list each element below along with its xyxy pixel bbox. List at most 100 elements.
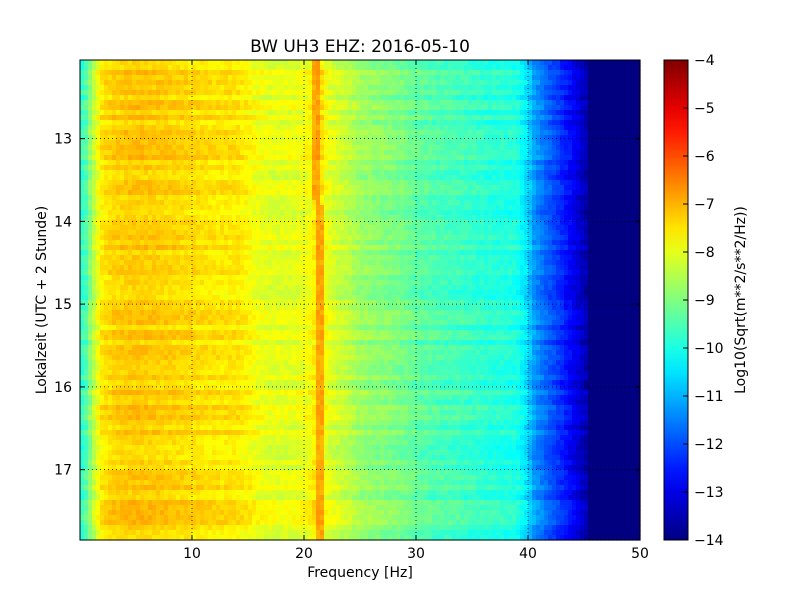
heatmap-cell [496, 185, 501, 191]
heatmap-cell [216, 195, 221, 201]
heatmap-cell [496, 65, 501, 71]
heatmap-cell [256, 220, 261, 226]
heatmap-cell [128, 130, 133, 136]
heatmap-cell [340, 120, 345, 126]
heatmap-cell [516, 190, 521, 196]
heatmap-cell [568, 165, 573, 171]
heatmap-cell [356, 180, 361, 186]
heatmap-cell [132, 160, 137, 166]
heatmap-cell [360, 100, 365, 106]
heatmap-cell [552, 215, 557, 221]
heatmap-cell [180, 110, 185, 116]
heatmap-cell [336, 190, 341, 196]
heatmap-cell [284, 125, 289, 131]
heatmap-cell [336, 170, 341, 176]
heatmap-cell [340, 105, 345, 111]
heatmap-cell [328, 155, 333, 161]
heatmap-cell [144, 220, 149, 226]
heatmap-cell [380, 145, 385, 151]
heatmap-cell [132, 100, 137, 106]
heatmap-cell [432, 215, 437, 221]
heatmap-cell [156, 175, 161, 181]
heatmap-cell [100, 180, 105, 186]
heatmap-cell [296, 125, 301, 131]
heatmap-cell [532, 170, 537, 176]
heatmap-cell [356, 75, 361, 81]
heatmap-cell [228, 150, 233, 156]
heatmap-cell [168, 140, 173, 146]
heatmap-cell [100, 175, 105, 181]
heatmap-cell [436, 155, 441, 161]
heatmap-cell [252, 65, 257, 71]
heatmap-cell [252, 60, 257, 66]
heatmap-cell [392, 160, 397, 166]
heatmap-cell [288, 235, 293, 241]
heatmap-cell [432, 120, 437, 126]
heatmap-cell [544, 190, 549, 196]
heatmap-cell [500, 160, 505, 166]
heatmap-cell [292, 120, 297, 126]
heatmap-cell [272, 80, 277, 86]
heatmap-cell [612, 155, 617, 161]
heatmap-cell [548, 160, 553, 166]
heatmap-cell [284, 110, 289, 116]
heatmap-cell [272, 120, 277, 126]
heatmap-cell [436, 230, 441, 236]
heatmap-cell [408, 170, 413, 176]
heatmap-cell [608, 210, 613, 216]
heatmap-cell [132, 210, 137, 216]
heatmap-cell [184, 180, 189, 186]
heatmap-cell [196, 205, 201, 211]
heatmap-cell [336, 195, 341, 201]
heatmap-cell [260, 150, 265, 156]
heatmap-cell [592, 135, 597, 141]
heatmap-cell [504, 85, 509, 91]
heatmap-cell [340, 205, 345, 211]
heatmap-cell [284, 180, 289, 186]
heatmap-cell [176, 165, 181, 171]
heatmap-cell [132, 150, 137, 156]
heatmap-cell [120, 195, 125, 201]
heatmap-cell [540, 145, 545, 151]
heatmap-cell [456, 200, 461, 206]
heatmap-cell [472, 95, 477, 101]
heatmap-cell [452, 130, 457, 136]
heatmap-cell [124, 220, 129, 226]
heatmap-cell [100, 100, 105, 106]
heatmap-cell [176, 120, 181, 126]
heatmap-cell [336, 130, 341, 136]
heatmap-cell [276, 205, 281, 211]
heatmap-cell [540, 200, 545, 206]
heatmap-cell [192, 75, 197, 81]
heatmap-cell [80, 235, 85, 241]
heatmap-cell [356, 125, 361, 131]
heatmap-cell [320, 90, 325, 96]
heatmap-cell [508, 115, 513, 121]
heatmap-cell [548, 170, 553, 176]
heatmap-cell [120, 225, 125, 231]
heatmap-cell [436, 145, 441, 151]
heatmap-cell [424, 180, 429, 186]
heatmap-cell [128, 195, 133, 201]
heatmap-cell [248, 235, 253, 241]
heatmap-cell [612, 175, 617, 181]
heatmap-cell [456, 210, 461, 216]
heatmap-cell [200, 225, 205, 231]
heatmap-cell [444, 175, 449, 181]
heatmap-cell [180, 125, 185, 131]
heatmap-cell [172, 95, 177, 101]
heatmap-cell [580, 135, 585, 141]
heatmap-cell [180, 215, 185, 221]
heatmap-cell [144, 180, 149, 186]
heatmap-cell [104, 60, 109, 66]
heatmap-cell [140, 125, 145, 131]
heatmap-cell [540, 80, 545, 86]
heatmap-cell [112, 145, 117, 151]
heatmap-cell [352, 200, 357, 206]
heatmap-cell [108, 180, 113, 186]
heatmap-cell [616, 175, 621, 181]
heatmap-cell [592, 130, 597, 136]
heatmap-cell [392, 135, 397, 141]
heatmap-cell [268, 70, 273, 76]
heatmap-cell [308, 85, 313, 91]
